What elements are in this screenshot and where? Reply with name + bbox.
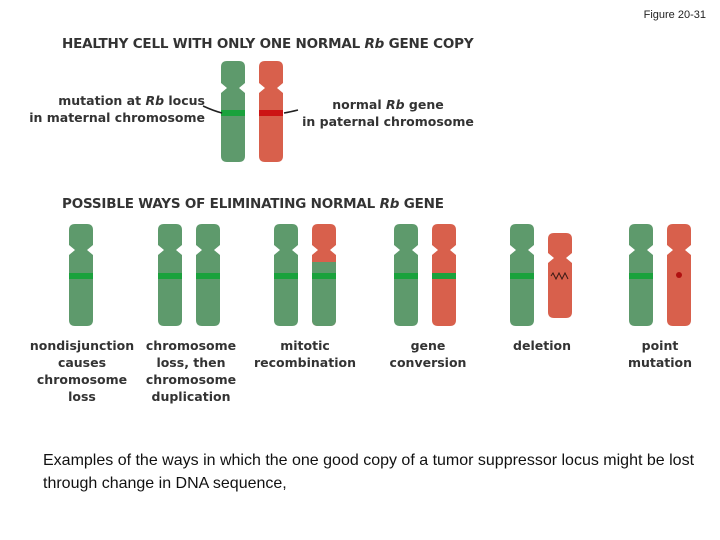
heading-healthy-cell: HEALTHY CELL WITH ONLY ONE NORMAL Rb GEN… [62, 36, 474, 52]
deletion-maternal [510, 224, 534, 326]
recombination-maternal [274, 224, 298, 326]
deletion-paternal [548, 233, 572, 318]
point-mutation-paternal [667, 224, 691, 326]
chromosome-paternal [259, 61, 283, 162]
caption: Examples of the ways in which the one go… [43, 452, 695, 492]
point-mutation-maternal [629, 224, 653, 326]
label-mitotic-recombination: mitotic recombination [254, 338, 356, 370]
conversion-paternal [432, 224, 456, 326]
label-deletion: deletion [513, 338, 571, 353]
chromosome-maternal [221, 61, 245, 162]
label-gene-conversion: gene conversion [389, 338, 467, 370]
label-mutation-maternal: mutation at Rb locus in maternal chromos… [29, 93, 205, 125]
recombination-paternal [312, 224, 336, 326]
pointer-line-maternal [202, 105, 223, 114]
label-normal-paternal: normal Rb gene in paternal chromosome [302, 97, 474, 129]
heading-possible-ways: POSSIBLE WAYS OF ELIMINATING NORMAL Rb G… [62, 196, 444, 212]
figure-label: Figure 20-31 [643, 9, 706, 21]
label-nondisjunction: nondisjunction causes chromosome loss [29, 338, 135, 404]
label-point-mutation: point mutation [627, 338, 693, 370]
pointer-line-paternal [283, 109, 299, 114]
duplication-chromosome-2 [196, 224, 220, 326]
duplication-chromosome-1 [158, 224, 182, 326]
label-loss-duplication: chromosome loss, then chromosome duplicatio… [145, 338, 237, 404]
conversion-maternal [394, 224, 418, 326]
nondisjunction-chromosome [69, 224, 93, 326]
